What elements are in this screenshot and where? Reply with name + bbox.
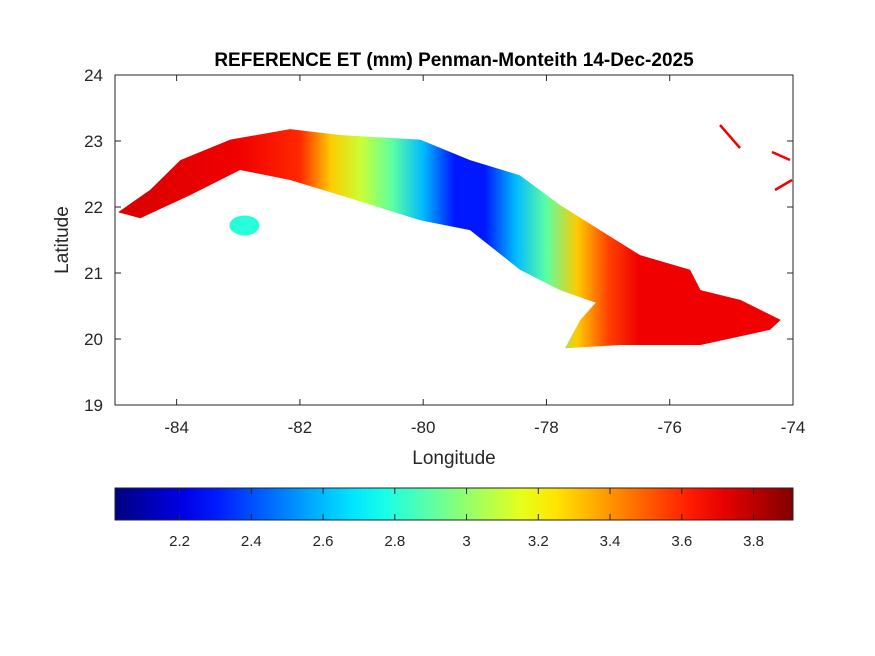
x-tick-label: -84 xyxy=(164,418,189,437)
y-tick-label: 20 xyxy=(84,330,103,349)
colorbar-ticks: 2.2 2.4 2.6 2.8 3 3.2 3.4 3.6 3.8 xyxy=(169,488,764,550)
cay xyxy=(771,150,791,162)
colorbar-tick-label: 3.2 xyxy=(528,533,549,550)
x-axis-label: Longitude xyxy=(412,448,495,469)
isla-de-la-juventud xyxy=(229,215,260,236)
y-tick-label: 19 xyxy=(84,396,103,415)
x-tick-label: -80 xyxy=(411,418,436,437)
y-tick-label: 23 xyxy=(84,132,103,151)
axes-background xyxy=(115,75,793,405)
colorbar xyxy=(114,487,794,521)
chart-title: REFERENCE ET (mm) Penman-Monteith 14-Dec… xyxy=(214,50,694,71)
colorbar-tick-label: 2.8 xyxy=(384,533,405,550)
cay xyxy=(774,178,793,192)
y-axis-label: Latitude xyxy=(52,206,73,274)
colorbar-tick-label: 3 xyxy=(462,533,470,550)
colorbar-tick-label: 2.6 xyxy=(313,533,334,550)
x-tick-label: -76 xyxy=(657,418,682,437)
axes-box xyxy=(114,74,794,406)
colorbar-tick-label: 2.4 xyxy=(241,533,262,550)
colorbar-tick-label: 3.6 xyxy=(671,533,692,550)
axis-ticks: -84 -82 -80 -78 -76 -74 19 20 21 22 23 24 xyxy=(84,66,805,437)
x-tick-label: -82 xyxy=(288,418,313,437)
colorbar-tick-label: 3.8 xyxy=(743,533,764,550)
colorbar-tick-label: 3.4 xyxy=(600,533,621,550)
colorbar-tick-label: 2.2 xyxy=(169,533,190,550)
y-tick-label: 21 xyxy=(84,264,103,283)
main-island-cuba xyxy=(118,129,781,349)
y-tick-label: 22 xyxy=(84,198,103,217)
x-tick-label: -78 xyxy=(534,418,559,437)
cay xyxy=(719,124,741,149)
map-layer xyxy=(118,124,793,349)
x-tick-label: -74 xyxy=(781,418,806,437)
y-tick-label: 24 xyxy=(84,66,103,85)
